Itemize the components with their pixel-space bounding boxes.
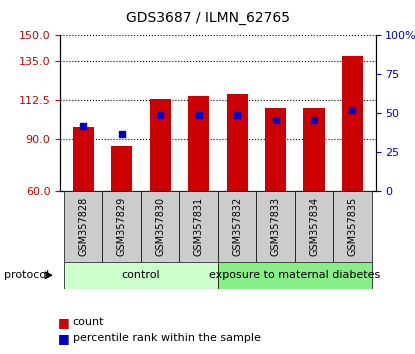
Text: ■: ■ <box>58 332 70 344</box>
Bar <box>64 262 218 289</box>
Bar <box>188 96 209 191</box>
Bar <box>342 56 363 191</box>
Bar <box>111 146 132 191</box>
Text: GSM357834: GSM357834 <box>309 197 319 256</box>
Text: GDS3687 / ILMN_62765: GDS3687 / ILMN_62765 <box>125 11 290 25</box>
Bar <box>227 94 248 191</box>
Point <box>118 131 125 136</box>
Bar <box>149 99 171 191</box>
Bar <box>295 191 333 262</box>
Bar <box>265 108 286 191</box>
Bar <box>333 191 372 262</box>
Bar <box>256 191 295 262</box>
Bar <box>73 127 94 191</box>
Point <box>272 117 279 122</box>
Text: GSM357828: GSM357828 <box>78 197 88 256</box>
Text: ■: ■ <box>58 316 70 329</box>
Point <box>80 123 87 129</box>
Point <box>234 112 240 118</box>
Text: GSM357830: GSM357830 <box>155 197 165 256</box>
Text: GSM357831: GSM357831 <box>194 197 204 256</box>
Bar <box>141 191 179 262</box>
Bar <box>303 108 325 191</box>
Text: GSM357833: GSM357833 <box>271 197 281 256</box>
Point <box>157 112 164 118</box>
Bar <box>218 191 256 262</box>
Point <box>195 112 202 118</box>
Point <box>349 107 356 113</box>
Text: GSM357832: GSM357832 <box>232 197 242 256</box>
Text: control: control <box>122 270 160 280</box>
Point <box>311 117 317 122</box>
Bar <box>179 191 218 262</box>
Text: GSM357835: GSM357835 <box>347 197 357 256</box>
Text: percentile rank within the sample: percentile rank within the sample <box>73 333 261 343</box>
Bar <box>103 191 141 262</box>
Bar <box>64 191 103 262</box>
Bar <box>218 262 372 289</box>
Text: count: count <box>73 317 104 327</box>
Text: GSM357829: GSM357829 <box>117 197 127 256</box>
Text: protocol: protocol <box>4 270 49 280</box>
Text: exposure to maternal diabetes: exposure to maternal diabetes <box>209 270 381 280</box>
